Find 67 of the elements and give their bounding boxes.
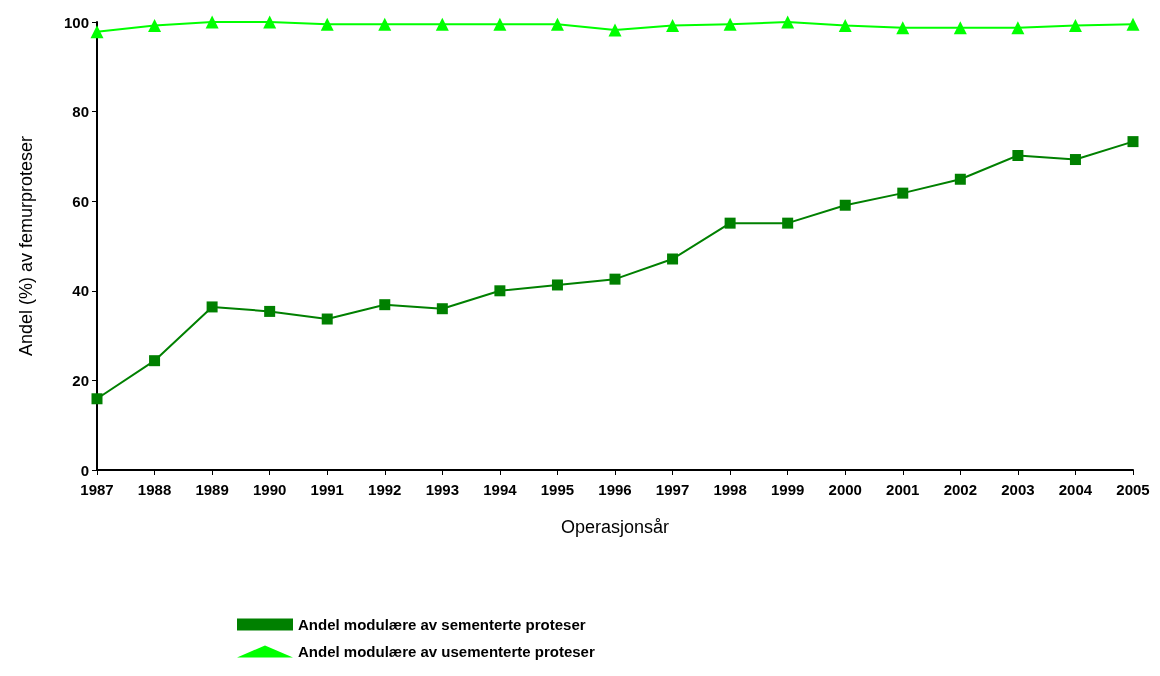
y-tick-label: 40 [72, 282, 89, 300]
point [379, 299, 391, 311]
x-tick-label: 2005 [1116, 481, 1150, 498]
point [1068, 19, 1082, 33]
point [897, 187, 909, 199]
x-tick-label: 1990 [252, 481, 287, 498]
point [91, 393, 103, 405]
x-axis-title: Operasjonsår [560, 517, 670, 537]
point [493, 17, 507, 31]
x-tick-label: 1988 [137, 481, 172, 498]
point [723, 17, 737, 31]
point [667, 253, 679, 265]
point [551, 279, 563, 291]
y-tick-label: 20 [72, 371, 89, 389]
x-tick-label: 2004 [1058, 481, 1093, 498]
x-tick-label: 2001 [886, 481, 920, 498]
y-tick-label: 100 [63, 13, 89, 31]
point [782, 217, 794, 229]
point [1126, 17, 1140, 31]
point [781, 15, 795, 29]
point [149, 355, 161, 367]
x-tick-label: 2002 [943, 481, 978, 498]
y-tick-label: 80 [72, 103, 89, 121]
point [838, 19, 852, 33]
point [896, 21, 910, 35]
x-tick-label: 1998 [713, 481, 747, 498]
point [205, 15, 219, 29]
point [1127, 136, 1139, 148]
point [378, 17, 392, 31]
point [206, 301, 218, 313]
x-tick-label: 2000 [828, 481, 862, 498]
point [839, 199, 851, 211]
point [436, 303, 448, 315]
y-tick-label: 0 [80, 461, 89, 479]
x-tick-label: 2003 [1001, 481, 1035, 498]
point [608, 23, 622, 37]
x-tick-label: 1997 [655, 481, 690, 498]
point [321, 313, 333, 325]
x-tick-label: 1989 [195, 481, 229, 498]
point [609, 273, 621, 285]
point [1012, 150, 1024, 161]
x-tick-label: 1987 [80, 481, 114, 498]
point [494, 285, 506, 297]
x-tick-label: 1993 [425, 481, 460, 498]
legend-label: Andel modulære av sementerte proteser [298, 616, 586, 633]
x-tick-label: 1992 [368, 481, 402, 498]
point [666, 19, 680, 33]
x-tick-label: 1999 [770, 481, 805, 498]
legend-label: Andel modulære av usementerte proteser [298, 643, 595, 660]
y-tick-label: 60 [72, 192, 89, 210]
point [550, 17, 564, 31]
point [1011, 21, 1025, 35]
x-tick-label: 1994 [483, 481, 518, 498]
point [263, 15, 277, 29]
point [264, 305, 276, 317]
y-axis-title: Andel (%) av femurproteser [16, 135, 36, 357]
point [953, 21, 967, 35]
point [148, 19, 162, 33]
x-tick-label: 1991 [310, 481, 344, 498]
x-tick-label: 1995 [540, 481, 575, 498]
point [1069, 154, 1081, 166]
point [90, 25, 104, 39]
x-tick-label: 1996 [598, 481, 632, 498]
point [954, 173, 966, 185]
point [320, 17, 334, 31]
point [435, 17, 449, 31]
point [724, 217, 736, 229]
